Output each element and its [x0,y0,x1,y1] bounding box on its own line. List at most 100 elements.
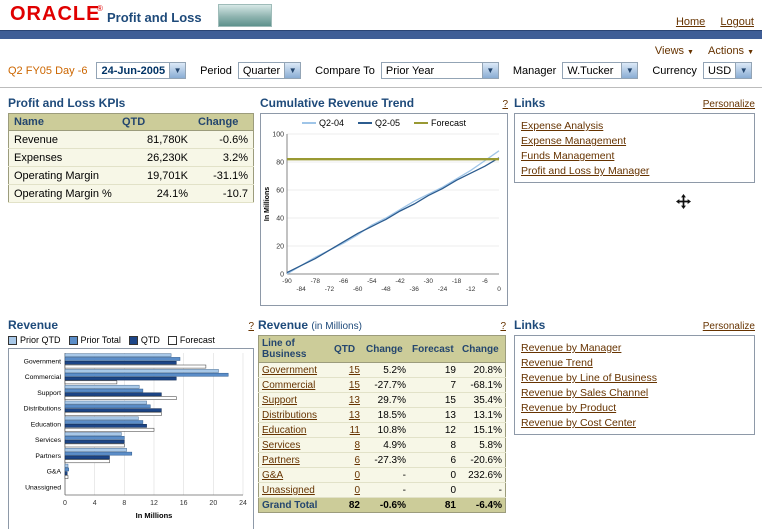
lob-link[interactable]: Commercial [262,379,316,391]
dashboard-link[interactable]: Funds Management [521,150,615,162]
revenue-row: Government 15 5.2% 19 20.8% [258,362,506,378]
compare-to-select[interactable]: Prior Year ▼ [380,62,499,79]
views-menu[interactable]: Views ▼ [655,45,694,57]
revenue-row: G&A 0-0 232.6% [258,467,506,483]
lob-link[interactable]: Unassigned [262,484,315,496]
legend-label: QTD [140,335,160,345]
dashboard-link[interactable]: Revenue by Cost Center [521,417,636,429]
rev-col-forecast: Forecast [409,335,459,363]
personalize-link[interactable]: Personalize [702,321,755,332]
link-item: Expense Management [521,133,748,148]
dropdown-arrow-icon[interactable]: ▼ [735,63,752,78]
qtd-link[interactable]: 8 [354,439,360,451]
kpi-col-change: Change [193,113,254,131]
svg-text:-60: -60 [353,286,363,293]
lob-link[interactable]: G&A [262,469,284,481]
personalize-link[interactable]: Personalize [702,99,755,110]
dropdown-arrow-icon[interactable]: ▼ [481,63,498,78]
svg-text:40: 40 [276,216,284,223]
kpi-name: Operating Margin [8,166,117,185]
dropdown-arrow-icon[interactable]: ▼ [284,63,301,78]
change-value: -27.3% [363,452,409,468]
home-link[interactable]: Home [675,16,706,28]
svg-text:Support: Support [37,390,61,397]
dashboard-link[interactable]: Revenue by Sales Channel [521,387,649,399]
svg-text:Education: Education [31,421,61,428]
qtd-link[interactable]: 15 [348,364,360,376]
dashboard-link[interactable]: Profit and Loss by Manager [521,165,650,177]
dashboard-link[interactable]: Expense Analysis [521,120,604,132]
link-item: Revenue Trend [521,355,748,370]
lob-link[interactable]: Government [262,364,318,376]
actions-menu[interactable]: Actions ▼ [708,45,754,57]
lob-link[interactable]: Education [262,424,307,436]
lob-link-cell: Unassigned [258,482,331,498]
revenue-row: Commercial 15 -27.7% 7 -68.1% [258,377,506,393]
revenue-row: Distributions 13 18.5% 13 13.1% [258,407,506,423]
forecast-change-value: 13.1% [459,407,506,423]
help-link[interactable]: ? [502,99,508,110]
lob-link[interactable]: Partners [262,454,300,466]
lob-link[interactable]: Services [262,439,301,451]
qtd-link[interactable]: 15 [348,379,360,391]
qtd-link[interactable]: 11 [349,424,360,436]
svg-text:0: 0 [280,272,284,279]
dashboard-link[interactable]: Revenue by Line of Business [521,372,658,384]
help-link[interactable]: ? [500,321,506,332]
legend-swatch [68,335,78,345]
svg-text:0: 0 [497,286,501,293]
rev-col-qtd: QTD [331,335,363,363]
kpi-section: Profit and Loss KPIs Name QTD Change Rev… [8,96,254,203]
qtd-link[interactable]: 13 [348,409,360,421]
lob-link[interactable]: Support [262,394,298,406]
date-select[interactable]: 24-Jun-2005 ▼ [96,62,187,79]
revenue-row: Unassigned 0-0- [258,482,506,498]
svg-text:-84: -84 [296,286,306,293]
lob-link-cell: Partners [258,452,331,468]
dropdown-arrow-icon[interactable]: ▼ [621,63,638,78]
dashboard-link[interactable]: Expense Management [521,135,627,147]
help-link[interactable]: ? [248,321,254,332]
dashboard-link[interactable]: Revenue by Manager [521,342,622,354]
change-value: - [363,467,409,483]
legend-swatch [8,335,17,345]
revenue-chart-legend: Prior QTD Prior Total QTD Forecast [8,335,254,345]
revenue-chart-section: Revenue ? Prior QTD Prior Total QTD Forecas… [8,318,254,529]
revenue-table-title: Revenue (in Millions) [258,318,362,332]
revenue-chart-title: Revenue [8,318,59,332]
currency-select[interactable]: USD ▼ [702,62,753,79]
svg-text:-72: -72 [325,286,335,293]
kpi-row: Operating Margin % 24.1% -10.7 [8,184,254,203]
svg-text:-36: -36 [409,286,419,293]
logout-link[interactable]: Logout [720,16,754,28]
revenue-row: Services 8 4.9% 8 5.8% [258,437,506,453]
dashboard-link[interactable]: Revenue Trend [521,357,593,369]
revenue-row: Partners 6 -27.3% 6 -20.6% [258,452,506,468]
dashboard-link[interactable]: Revenue by Product [521,402,617,414]
forecast-value: 19 [409,362,459,378]
legend-item: Q2-05 [357,118,400,128]
period-select[interactable]: Quarter ▼ [237,62,302,79]
lob-link-cell: Support [258,392,331,408]
legend-label: Forecast [431,118,467,128]
legend-swatch [128,335,138,345]
lob-link[interactable]: Distributions [262,409,318,421]
qtd-link[interactable]: 6 [354,454,360,466]
svg-text:-90: -90 [282,278,292,285]
lob-link-cell: Government [258,362,331,378]
forecast-value: 0 [409,482,459,498]
kpi-header-row: Name QTD Change [8,113,254,131]
dropdown-arrow-icon[interactable]: ▼ [169,63,186,78]
svg-text:60: 60 [276,188,284,195]
manager-select[interactable]: W.Tucker ▼ [562,62,639,79]
kpi-row: Expenses 26,230K 3.2% [8,148,254,167]
qtd-link[interactable]: 0 [354,469,360,481]
trend-section-title: Cumulative Revenue Trend [260,96,415,110]
grand-total-row: Grand Total 82 -0.6% 81 -6.4% [258,497,506,513]
qtd-link[interactable]: 0 [354,484,360,496]
oracle-trademark: ® [97,4,103,13]
toolbar: Views ▼ Actions ▼ [655,45,754,57]
views-menu-label: Views [654,45,685,57]
qtd-link[interactable]: 13 [348,394,360,406]
compare-to-select-value: Prior Year [385,64,435,77]
